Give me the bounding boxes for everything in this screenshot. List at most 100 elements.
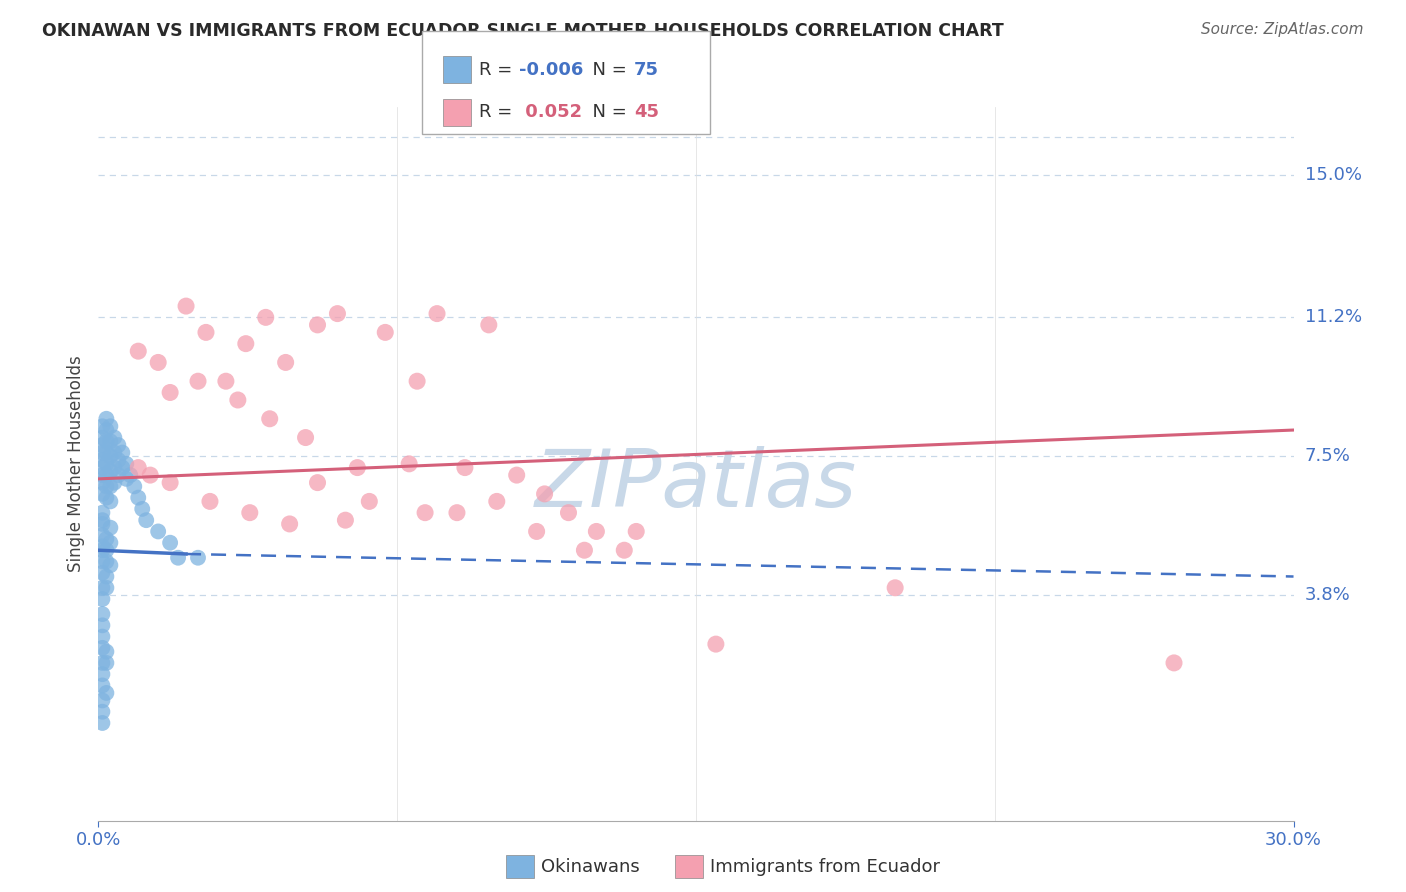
Point bbox=[98, 521, 122, 535]
Point bbox=[506, 468, 529, 483]
Point bbox=[96, 491, 118, 505]
Point bbox=[884, 581, 907, 595]
Y-axis label: Single Mother Households: Single Mother Households bbox=[66, 356, 84, 572]
Point bbox=[704, 637, 727, 651]
Point bbox=[274, 355, 297, 369]
Point bbox=[406, 374, 429, 388]
Point bbox=[91, 445, 114, 459]
Text: OKINAWAN VS IMMIGRANTS FROM ECUADOR SINGLE MOTHER HOUSEHOLDS CORRELATION CHART: OKINAWAN VS IMMIGRANTS FROM ECUADOR SING… bbox=[42, 22, 1004, 40]
Point bbox=[91, 506, 114, 520]
Point bbox=[98, 558, 122, 573]
Point bbox=[107, 453, 129, 467]
Point bbox=[96, 423, 118, 437]
Point bbox=[335, 513, 357, 527]
Point bbox=[91, 460, 114, 475]
Point bbox=[103, 460, 125, 475]
Point bbox=[239, 506, 262, 520]
Point bbox=[127, 460, 149, 475]
Point bbox=[91, 528, 114, 542]
Point bbox=[346, 460, 368, 475]
Point bbox=[91, 431, 114, 445]
Point bbox=[96, 434, 118, 449]
Point bbox=[103, 431, 125, 445]
Point bbox=[91, 419, 114, 434]
Point bbox=[195, 326, 218, 340]
Text: 15.0%: 15.0% bbox=[1305, 166, 1361, 184]
Point bbox=[91, 438, 114, 452]
Point bbox=[413, 506, 436, 520]
Point bbox=[96, 569, 118, 583]
Point bbox=[131, 502, 153, 516]
Point bbox=[96, 479, 118, 493]
Point bbox=[91, 543, 114, 558]
Point bbox=[91, 618, 114, 632]
Point bbox=[91, 513, 114, 527]
Point bbox=[96, 543, 118, 558]
Point bbox=[98, 450, 122, 464]
Point bbox=[187, 374, 209, 388]
Point bbox=[294, 431, 316, 445]
Text: -0.006: -0.006 bbox=[519, 61, 583, 78]
Point bbox=[96, 411, 118, 425]
Text: Source: ZipAtlas.com: Source: ZipAtlas.com bbox=[1201, 22, 1364, 37]
Point bbox=[111, 445, 134, 459]
Point bbox=[91, 581, 114, 595]
Point bbox=[135, 513, 157, 527]
Point bbox=[91, 630, 114, 644]
Text: 45: 45 bbox=[634, 103, 659, 121]
Point bbox=[91, 716, 114, 731]
Point bbox=[115, 472, 138, 486]
Text: N =: N = bbox=[581, 61, 633, 78]
Point bbox=[187, 550, 209, 565]
Point bbox=[91, 453, 114, 467]
Text: N =: N = bbox=[581, 103, 633, 121]
Text: 11.2%: 11.2% bbox=[1305, 309, 1362, 326]
Point bbox=[278, 516, 301, 531]
Point bbox=[98, 479, 122, 493]
Text: 7.5%: 7.5% bbox=[1305, 447, 1351, 466]
Point bbox=[115, 457, 138, 471]
Point bbox=[91, 468, 114, 483]
Point bbox=[91, 566, 114, 580]
Point bbox=[98, 535, 122, 549]
Point bbox=[91, 667, 114, 681]
Point bbox=[91, 693, 114, 707]
Point bbox=[174, 299, 197, 313]
Point bbox=[1163, 656, 1185, 670]
Point bbox=[91, 705, 114, 719]
Text: Immigrants from Ecuador: Immigrants from Ecuador bbox=[710, 858, 941, 876]
Text: 75: 75 bbox=[634, 61, 659, 78]
Point bbox=[96, 468, 118, 483]
Text: ZIPatlas: ZIPatlas bbox=[534, 446, 858, 524]
Point bbox=[103, 445, 125, 459]
Point bbox=[96, 645, 118, 659]
Point bbox=[613, 543, 636, 558]
Point bbox=[98, 419, 122, 434]
Point bbox=[359, 494, 381, 508]
Point bbox=[478, 318, 501, 332]
Point bbox=[159, 535, 181, 549]
Point bbox=[626, 524, 648, 539]
Point bbox=[454, 460, 477, 475]
Point bbox=[96, 532, 118, 546]
Point bbox=[96, 686, 118, 700]
Point bbox=[91, 607, 114, 621]
Point bbox=[426, 307, 449, 321]
Point bbox=[98, 434, 122, 449]
Point bbox=[235, 336, 257, 351]
Point bbox=[98, 494, 122, 508]
Point bbox=[107, 468, 129, 483]
Point bbox=[215, 374, 238, 388]
Point bbox=[91, 592, 114, 607]
Point bbox=[91, 516, 114, 531]
Point bbox=[91, 554, 114, 568]
Point bbox=[574, 543, 596, 558]
Point bbox=[96, 457, 118, 471]
Point bbox=[127, 344, 149, 359]
Point bbox=[533, 487, 555, 501]
Point bbox=[98, 464, 122, 478]
Point bbox=[557, 506, 579, 520]
Text: R =: R = bbox=[479, 103, 519, 121]
Point bbox=[167, 550, 190, 565]
Point bbox=[307, 475, 329, 490]
